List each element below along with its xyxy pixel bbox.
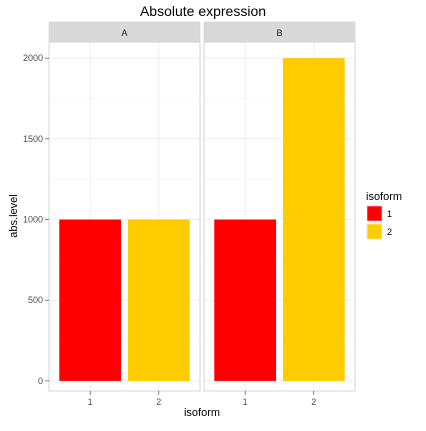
legend-label-1: 1 (387, 209, 392, 219)
panel-border (203, 41, 356, 392)
facet-strip-label: A (121, 28, 127, 38)
x-tick-label: 1 (243, 397, 248, 407)
y-axis-title: abs.level (8, 194, 20, 237)
legend-label-2: 2 (387, 227, 392, 237)
y-tick-label: 2000 (23, 53, 43, 63)
facet-strip-label: B (276, 28, 282, 38)
panels-layer: A 1 2 0 500 1000 1500 2000 B 1 2 (23, 21, 356, 407)
facet-panel-B: B 1 2 (203, 21, 356, 407)
chart-title: Absolute expression (140, 3, 266, 19)
bar-B-1 (214, 219, 277, 381)
legend-swatch-2 (366, 223, 383, 240)
x-axis-title: isoform (184, 407, 220, 419)
x-tick-label: 1 (88, 397, 93, 407)
legend-title: isoform (366, 191, 402, 203)
y-tick-label: 500 (28, 295, 43, 305)
x-tick-label: 2 (156, 397, 161, 407)
bar-A-1 (59, 219, 122, 381)
legend: isoform 1 2 (366, 191, 402, 240)
y-tick-label: 1000 (23, 215, 43, 225)
x-tick-label: 2 (311, 397, 316, 407)
facet-panel-A: A 1 2 0 500 1000 1500 2000 (23, 21, 201, 407)
y-tick-label: 0 (38, 376, 43, 386)
panel-border (48, 41, 201, 392)
bar-A-2 (127, 219, 190, 381)
bar-B-2 (282, 58, 345, 381)
legend-swatch-1 (366, 205, 383, 222)
y-tick-label: 1500 (23, 134, 43, 144)
